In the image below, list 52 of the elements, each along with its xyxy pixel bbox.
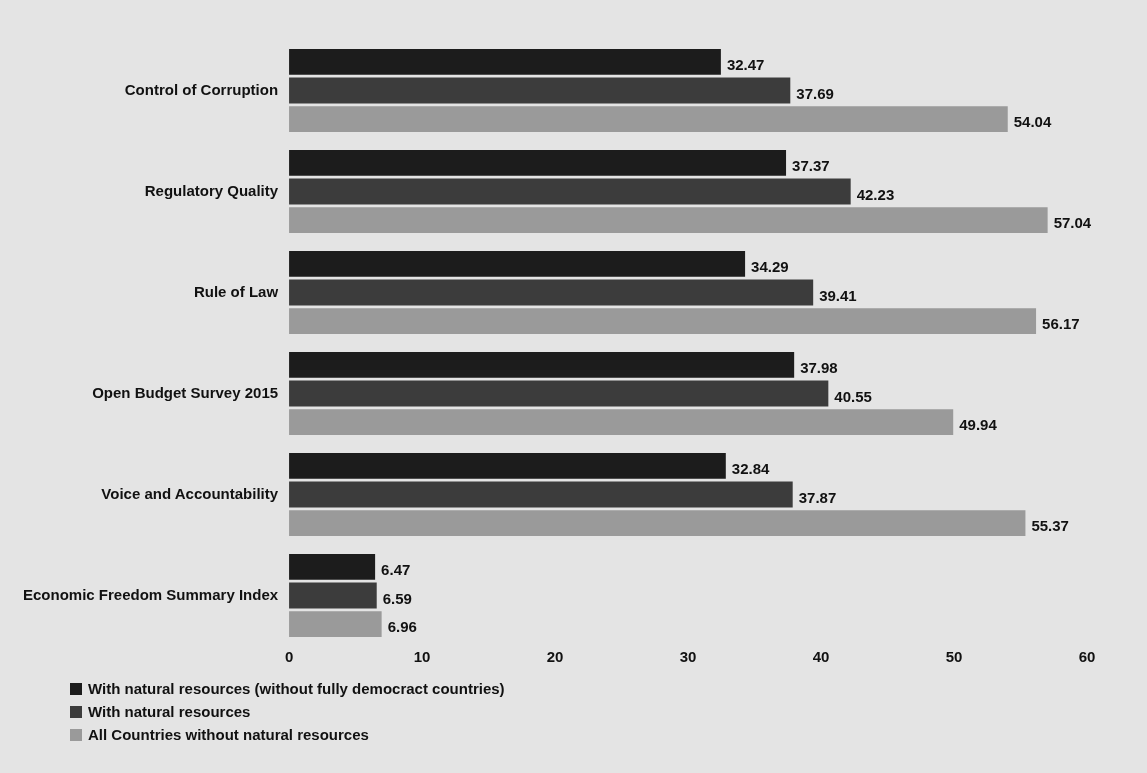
bar (289, 554, 376, 580)
bar (289, 49, 721, 75)
bar (289, 279, 814, 306)
bar (289, 308, 1037, 334)
data-label: 6.59 (382, 589, 412, 607)
x-tick-label: 40 (812, 648, 830, 666)
bar (289, 611, 382, 637)
y-tick-label: Open Budget Survey 2015 (92, 383, 279, 401)
y-tick-label: Control of Corruption (124, 80, 279, 98)
legend-label: All Countries without natural resources (88, 726, 369, 743)
data-label: 56.17 (1042, 315, 1080, 333)
data-label: 49.94 (959, 416, 998, 434)
bar (289, 510, 1026, 536)
bar (289, 77, 791, 104)
data-label: 55.37 (1031, 517, 1069, 535)
data-label: 6.96 (387, 618, 417, 636)
data-label: 54.04 (1013, 113, 1052, 131)
bar (289, 106, 1008, 132)
data-label: 37.69 (796, 84, 834, 102)
bar (289, 409, 954, 435)
x-tick-label: 10 (413, 648, 431, 666)
data-label: 37.87 (798, 488, 837, 506)
data-label: 57.04 (1053, 214, 1092, 232)
data-label: 40.55 (834, 387, 872, 405)
data-label: 37.98 (800, 359, 838, 377)
data-label: 6.47 (381, 561, 411, 579)
x-tick-label: 20 (546, 648, 564, 666)
y-tick-label: Rule of Law (193, 282, 279, 300)
bar (289, 453, 726, 479)
data-label: 32.47 (726, 56, 765, 74)
bar (289, 207, 1048, 233)
legend-label: With natural resources (without fully democract countries) (88, 680, 505, 697)
bar (289, 352, 795, 378)
bar (289, 582, 377, 609)
bar (289, 481, 793, 508)
x-tick-label: 30 (679, 648, 697, 666)
bar (289, 178, 851, 205)
bar (289, 150, 787, 176)
data-label: 37.37 (792, 157, 830, 175)
bar (289, 251, 746, 277)
data-label: 34.29 (751, 258, 789, 276)
y-tick-label: Economic Freedom Summary Index (23, 585, 279, 603)
data-label: 42.23 (856, 185, 895, 203)
data-label: 32.84 (731, 460, 770, 478)
bar (289, 380, 829, 407)
x-tick-label: 60 (1078, 648, 1096, 666)
data-label: 39.41 (819, 286, 857, 304)
legend-label: With natural resources (88, 703, 251, 720)
y-tick-label: Voice and Accountability (101, 484, 279, 502)
x-tick-label: 50 (945, 648, 963, 666)
y-tick-label: Regulatory Quality (144, 181, 279, 199)
x-tick-label: 0 (284, 648, 294, 666)
